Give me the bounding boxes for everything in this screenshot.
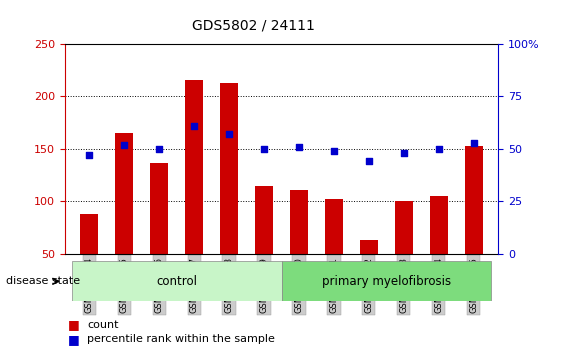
Point <box>470 140 479 146</box>
Text: control: control <box>156 275 197 288</box>
Bar <box>360 240 378 254</box>
Bar <box>465 146 482 254</box>
Bar <box>150 163 168 254</box>
Point <box>294 144 303 150</box>
Bar <box>395 201 413 254</box>
Text: count: count <box>87 320 119 330</box>
Bar <box>72 261 282 301</box>
Bar <box>325 199 343 254</box>
Bar <box>255 185 272 254</box>
Point <box>329 148 338 154</box>
Point <box>399 150 408 156</box>
Point <box>260 146 269 152</box>
Point <box>225 131 234 137</box>
Bar <box>115 133 133 254</box>
Point <box>120 142 129 147</box>
Point <box>155 146 164 152</box>
Bar <box>185 80 203 254</box>
Point <box>434 146 443 152</box>
Bar <box>81 214 98 254</box>
Point <box>364 159 373 164</box>
Text: GDS5802 / 24111: GDS5802 / 24111 <box>192 18 315 32</box>
Bar <box>282 261 491 301</box>
Bar <box>220 82 238 254</box>
Bar <box>430 196 448 254</box>
Point <box>84 152 93 158</box>
Text: ■: ■ <box>68 333 79 346</box>
Text: disease state: disease state <box>6 276 80 286</box>
Text: ■: ■ <box>68 318 79 331</box>
Point <box>190 123 199 129</box>
Text: percentile rank within the sample: percentile rank within the sample <box>87 334 275 344</box>
Bar <box>291 190 308 254</box>
Text: primary myelofibrosis: primary myelofibrosis <box>322 275 451 288</box>
